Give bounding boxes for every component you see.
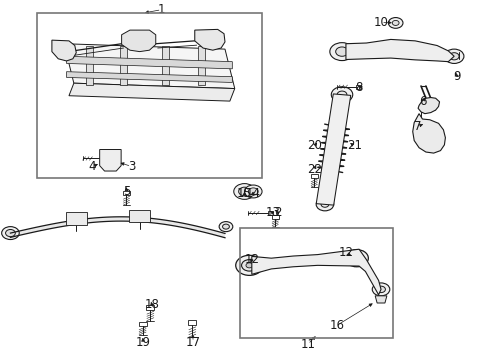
Circle shape xyxy=(107,156,113,161)
Text: 18: 18 xyxy=(144,298,159,311)
Circle shape xyxy=(316,198,333,211)
Circle shape xyxy=(1,226,19,239)
Circle shape xyxy=(248,188,258,195)
Circle shape xyxy=(371,283,389,296)
Circle shape xyxy=(5,229,15,237)
Polygon shape xyxy=(66,56,232,69)
Bar xyxy=(271,215,278,219)
Polygon shape xyxy=(194,30,224,50)
Text: 10: 10 xyxy=(373,16,387,29)
Polygon shape xyxy=(86,45,93,85)
Circle shape xyxy=(329,42,353,60)
Circle shape xyxy=(330,87,352,103)
Bar xyxy=(188,320,196,325)
Circle shape xyxy=(200,32,220,46)
Circle shape xyxy=(321,202,328,207)
Bar xyxy=(100,156,104,161)
Polygon shape xyxy=(52,40,76,61)
Circle shape xyxy=(353,256,359,260)
Polygon shape xyxy=(65,212,87,225)
Circle shape xyxy=(387,18,402,28)
Polygon shape xyxy=(251,249,380,295)
Polygon shape xyxy=(64,44,234,89)
Circle shape xyxy=(391,21,398,26)
Bar xyxy=(267,211,272,215)
Text: 4: 4 xyxy=(88,160,96,173)
Text: 20: 20 xyxy=(306,139,321,152)
Text: 5: 5 xyxy=(122,185,130,198)
Text: 22: 22 xyxy=(306,163,321,176)
Bar xyxy=(310,174,317,178)
Polygon shape xyxy=(345,40,453,62)
Circle shape xyxy=(126,32,151,50)
Polygon shape xyxy=(122,30,156,51)
Bar xyxy=(139,322,146,326)
Circle shape xyxy=(104,154,116,163)
Text: 8: 8 xyxy=(355,81,362,94)
Circle shape xyxy=(416,127,440,145)
Circle shape xyxy=(133,37,144,45)
Text: 16: 16 xyxy=(329,319,344,332)
Bar xyxy=(355,85,360,89)
Circle shape xyxy=(244,185,262,198)
Bar xyxy=(37,13,261,178)
Bar xyxy=(239,228,392,338)
Circle shape xyxy=(58,46,68,54)
Text: 7: 7 xyxy=(413,120,421,133)
Polygon shape xyxy=(316,94,350,205)
Text: 6: 6 xyxy=(418,95,426,108)
Bar xyxy=(146,305,154,310)
Polygon shape xyxy=(161,45,168,85)
Polygon shape xyxy=(66,72,232,82)
Text: 11: 11 xyxy=(300,338,315,351)
Text: 19: 19 xyxy=(135,336,150,348)
Polygon shape xyxy=(120,45,127,85)
Circle shape xyxy=(219,222,232,231)
Text: 14: 14 xyxy=(245,187,260,200)
Circle shape xyxy=(54,44,72,57)
Text: 12: 12 xyxy=(338,246,353,259)
Circle shape xyxy=(235,255,263,275)
Text: 3: 3 xyxy=(127,160,135,173)
Polygon shape xyxy=(374,296,386,303)
Circle shape xyxy=(241,260,257,271)
Polygon shape xyxy=(198,45,205,85)
Polygon shape xyxy=(100,149,121,171)
Polygon shape xyxy=(129,210,150,222)
Polygon shape xyxy=(417,98,439,114)
Circle shape xyxy=(444,49,463,63)
Circle shape xyxy=(448,53,458,60)
Bar xyxy=(123,191,130,195)
Text: 12: 12 xyxy=(244,253,259,266)
Bar xyxy=(447,53,453,58)
Text: 15: 15 xyxy=(237,187,251,200)
Circle shape xyxy=(335,47,347,56)
Polygon shape xyxy=(412,114,445,153)
Circle shape xyxy=(336,91,346,98)
Text: 2: 2 xyxy=(273,207,281,220)
Circle shape xyxy=(376,286,385,293)
Circle shape xyxy=(233,184,255,199)
Circle shape xyxy=(238,187,250,196)
Text: 17: 17 xyxy=(185,336,201,348)
Text: 21: 21 xyxy=(346,139,361,152)
Circle shape xyxy=(421,131,435,141)
Circle shape xyxy=(245,263,252,268)
Polygon shape xyxy=(69,83,234,101)
Circle shape xyxy=(205,36,215,43)
Circle shape xyxy=(344,249,367,267)
Text: 13: 13 xyxy=(265,207,280,220)
Text: 9: 9 xyxy=(452,70,459,83)
Circle shape xyxy=(349,253,362,263)
Circle shape xyxy=(222,224,229,229)
Text: 1: 1 xyxy=(158,3,165,16)
Circle shape xyxy=(305,256,315,263)
